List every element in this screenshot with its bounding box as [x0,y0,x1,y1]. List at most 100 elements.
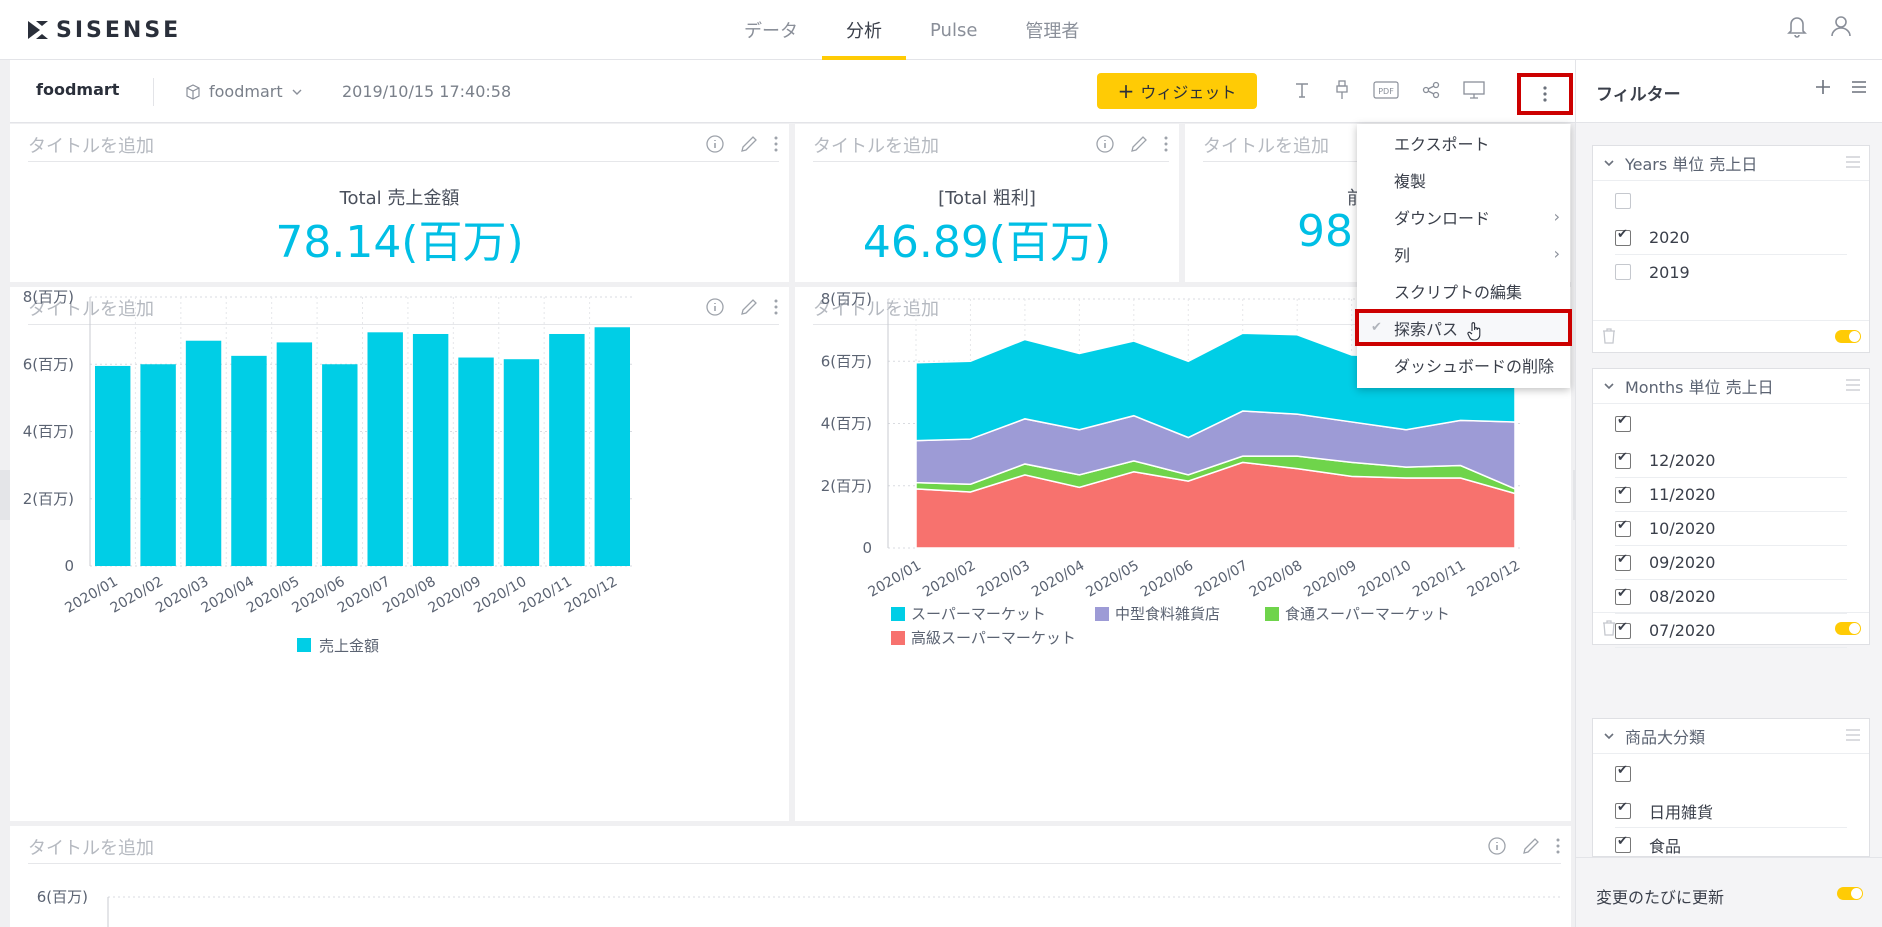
more-options-button[interactable] [1517,73,1573,115]
filter-item[interactable]: 2019 [1615,255,1847,289]
more-vertical-icon[interactable] [1555,836,1561,856]
tab-admin[interactable]: 管理者 [1025,21,1080,42]
widget-title[interactable]: タイトルを追加 [1203,136,1329,157]
filter-item[interactable]: 12/2020 [1615,444,1847,478]
checkbox[interactable] [1615,484,1631,503]
menu-item-export[interactable]: エクスポート [1357,124,1570,161]
info-icon[interactable] [705,297,725,317]
kpi-widget-sales[interactable]: タイトルを追加 Total 売上金額 78.14(百万) [10,124,789,282]
filter-header[interactable]: Months 単位 売上日 [1593,369,1869,404]
checkbox[interactable] [1615,552,1631,571]
bar-chart-widget[interactable]: タイトルを追加 0 2(百万) 4(百万) 6(百万) 8(百万) 2020/01 2020… [10,287,789,821]
share-icon[interactable] [1422,81,1440,99]
filter-toggle[interactable] [1835,622,1861,635]
menu-icon[interactable] [1845,728,1861,742]
menu-item-columns[interactable]: 列 › [1357,235,1570,272]
checkbox[interactable] [1615,450,1631,469]
filter-item[interactable]: 食品 [1615,828,1847,856]
filter-item-label: 11/2020 [1649,485,1716,504]
filter-toggle[interactable] [1835,330,1861,343]
line-chart-widget[interactable]: タイトルを追加 6(百万) [10,826,1571,927]
info-icon[interactable] [1095,134,1115,154]
tab-pulse[interactable]: Pulse [930,19,978,41]
text-icon[interactable] [1293,81,1311,99]
menu-icon[interactable] [1845,378,1861,392]
left-panel-toggle[interactable] [0,470,10,520]
filter-panel: フィルター Years 単位 売上日 2020 2019 Months 単位 売… [1575,60,1882,927]
checkbox[interactable] [1615,763,1631,782]
checkbox[interactable] [1615,620,1631,639]
menu-item-duplicate[interactable]: 複製 [1357,161,1570,198]
y-tick-label: 6(百万) [23,355,74,373]
menu-item-download[interactable]: ダウンロード › [1357,198,1570,235]
checkbox[interactable] [1615,193,1631,209]
filter-header[interactable]: 商品大分類 [1593,719,1869,754]
filter-footer [1593,320,1869,352]
bar [185,340,222,566]
trash-icon[interactable] [1601,619,1617,637]
checkbox[interactable] [1615,586,1631,605]
checkbox[interactable] [1615,800,1631,819]
tab-analytics[interactable]: 分析 [822,0,906,60]
bar [322,364,358,566]
widget-title[interactable]: タイトルを追加 [28,838,154,859]
widget-title[interactable]: タイトルを追加 [28,299,154,320]
widget-title[interactable]: タイトルを追加 [813,299,939,320]
filter-item[interactable]: 07/2020 [1615,614,1847,648]
filter-item[interactable]: 10/2020 [1615,512,1847,546]
filter-item[interactable]: 09/2020 [1615,546,1847,580]
widget-title[interactable]: タイトルを追加 [28,136,154,157]
checkbox[interactable] [1615,834,1631,853]
filter-select-all[interactable] [1615,404,1847,444]
more-vertical-icon[interactable] [773,297,779,317]
info-icon[interactable] [705,134,725,154]
y-tick-label: 8(百万) [821,290,872,308]
filter-select-all[interactable] [1615,754,1847,794]
widget-title[interactable]: タイトルを追加 [813,136,939,157]
widget-title-underline [813,161,1169,162]
bell-icon[interactable] [1786,14,1808,38]
checkbox[interactable] [1615,413,1631,432]
brand-logo[interactable]: SISENSE [26,17,181,43]
filter-item[interactable]: 2020 [1615,221,1847,255]
add-widget-button[interactable]: + ウィジェット [1097,73,1257,109]
user-icon[interactable] [1830,14,1852,38]
checkbox[interactable] [1615,227,1631,246]
monitor-icon[interactable] [1463,81,1485,99]
paint-icon[interactable] [1334,80,1350,100]
kpi-value: 98. [1297,206,1367,257]
cube-icon [186,83,200,100]
dashboard-title[interactable]: foodmart [36,80,120,99]
dashboard-header: foodmart foodmart 2019/10/15 17:40:58 + … [10,60,1575,123]
filter-item[interactable]: 08/2020 [1615,580,1847,614]
add-widget-label: ウィジェット [1140,83,1237,102]
pencil-icon[interactable] [739,134,759,154]
pencil-icon[interactable] [739,297,759,317]
legend-label: 売上金額 [319,637,379,655]
menu-item-edit-script[interactable]: スクリプトの編集 [1357,272,1570,309]
info-icon[interactable] [1487,836,1507,856]
filter-select-all[interactable] [1615,181,1847,221]
pencil-icon[interactable] [1521,836,1541,856]
filter-item[interactable]: 日用雑貨 [1615,794,1847,828]
menu-item-delete-dashboard[interactable]: ダッシュボードの削除 [1357,346,1570,383]
checkbox[interactable] [1615,264,1631,280]
more-vertical-icon[interactable] [1163,134,1169,154]
menu-icon[interactable] [1845,155,1861,169]
trash-icon[interactable] [1601,327,1617,345]
kpi-widget-gross-profit[interactable]: タイトルを追加 [Total 粗利] 46.89(百万) [795,124,1179,282]
hamburger-icon[interactable] [1850,78,1868,96]
auto-update-toggle[interactable] [1837,887,1863,900]
checkbox[interactable] [1615,518,1631,537]
x-tick-label: 2020/01 [866,558,924,601]
more-vertical-icon[interactable] [773,134,779,154]
pencil-icon[interactable] [1129,134,1149,154]
filter-title: Months 単位 売上日 [1625,378,1774,397]
filter-header[interactable]: Years 単位 売上日 [1593,146,1869,181]
pdf-icon[interactable]: PDF [1373,81,1399,99]
filter-item[interactable]: 11/2020 [1615,478,1847,512]
menu-item-explore-paths[interactable]: ✔ 探索パス [1355,309,1572,346]
datasource-selector[interactable]: foodmart [185,82,303,101]
tab-data[interactable]: データ [744,21,798,42]
plus-icon[interactable] [1814,78,1832,96]
